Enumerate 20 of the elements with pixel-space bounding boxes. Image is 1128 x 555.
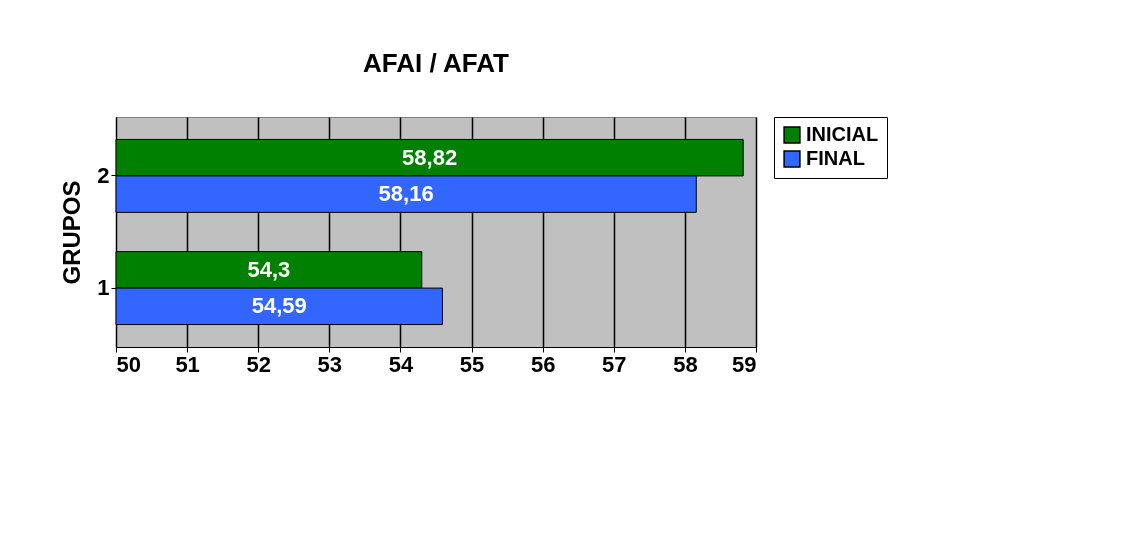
x-tick-label: 51 — [175, 351, 200, 377]
legend-label: FINAL — [806, 147, 865, 169]
y-tick-label: 2 — [97, 162, 110, 188]
x-tick-label: 58 — [673, 351, 698, 377]
x-tick-label: 56 — [530, 351, 556, 377]
x-tick-label: 50 — [116, 351, 141, 377]
data-label: 58,82 — [402, 144, 458, 170]
data-label: 54,59 — [251, 293, 307, 319]
data-label: 54,3 — [247, 256, 291, 282]
chart-title: AFAI / AFAT — [363, 47, 510, 78]
y-tick-label: 1 — [97, 275, 110, 301]
legend-label: INICIAL — [806, 123, 879, 145]
x-tick-label: 55 — [459, 351, 485, 377]
x-tick-label: 57 — [602, 351, 627, 377]
y-axis-title: GRUPOS — [58, 180, 86, 285]
x-tick-label: 59 — [732, 351, 757, 377]
x-tick-label: 54 — [388, 351, 414, 377]
x-tick-label: 52 — [246, 351, 271, 377]
data-label: 58,16 — [378, 181, 434, 207]
x-tick-label: 53 — [317, 351, 343, 377]
